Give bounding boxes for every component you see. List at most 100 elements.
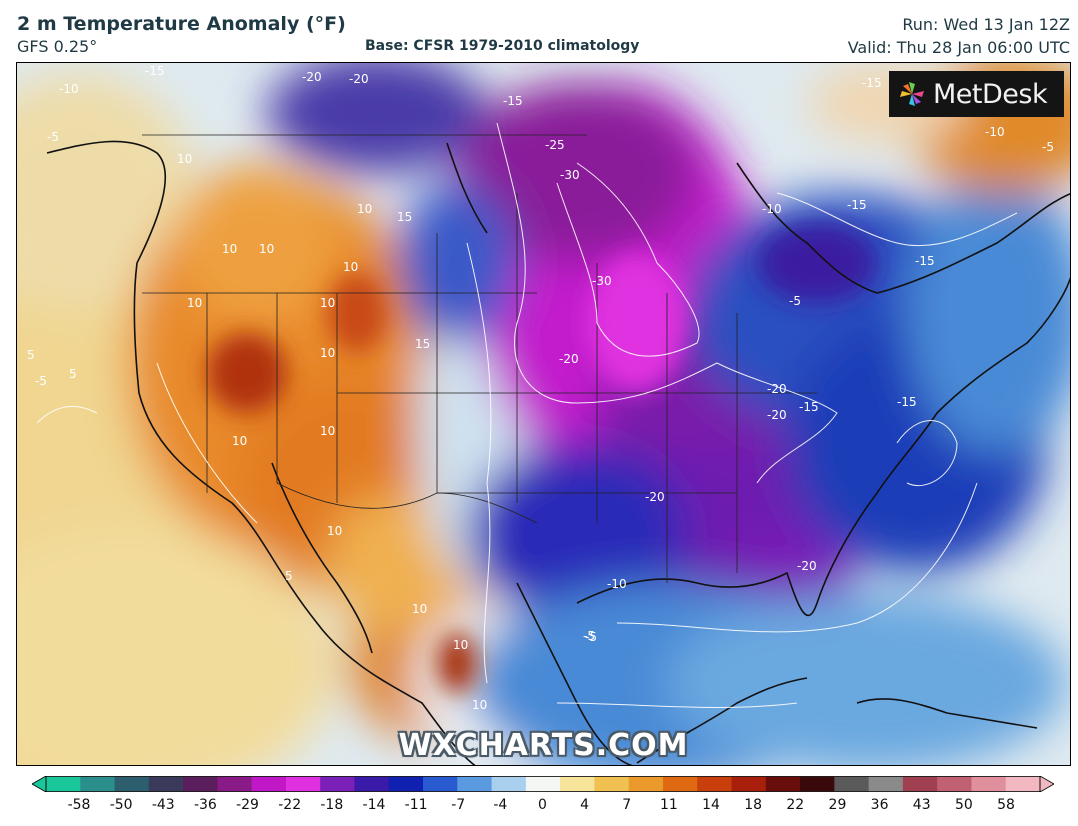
colorbar-segment [560,776,596,792]
colorbar-segment [423,776,458,792]
colorbar-tick-label: -11 [404,797,428,813]
contour-label: -20 [767,382,787,396]
coastline [46,140,1070,765]
contour-label: -20 [767,408,787,422]
colorbar-tick-label: 0 [538,797,547,813]
contour-lines [36,122,1018,708]
temperature-anomaly-map: -10 -15 -20 -20 -15 -25 -30 -30 -20 -20 … [16,62,1071,766]
contour-label: -5 [47,130,59,144]
contour-label: -15 [915,254,935,268]
colorbar-min-arrow [32,776,47,792]
colorbar-segment [525,776,561,792]
colorbar-tick-label: 50 [954,797,973,813]
climatology-base-label: Base: CFSR 1979-2010 climatology [365,38,640,54]
colorbar-tick-label: 7 [622,797,632,813]
colorbar-segment [697,776,733,792]
contour-label: 10 [320,424,335,438]
contour-label: -20 [302,70,322,84]
contour-label: -25 [545,138,565,152]
contour-label: 10 [357,202,372,216]
colorbar-segment [46,776,81,792]
contour-label: -30 [560,168,580,182]
contour-label: -5 [789,294,801,308]
chart-title: 2 m Temperature Anomaly (°F) [17,13,346,35]
colorbar-tick-label: -36 [193,797,217,813]
colorbar-segment [834,776,870,792]
colorbar-tick-label: 43 [912,797,931,813]
colorbar-tick-label: 58 [997,797,1015,813]
colorbar-segment [800,776,835,792]
contour-label: 5 [27,348,35,362]
contour-label: 5 [69,367,77,381]
contour-label: -10 [762,202,782,216]
colorbar-segment [902,776,938,792]
colorbar-tick-label: 11 [659,797,678,813]
contour-label: -10 [607,577,627,591]
contour-label: -15 [862,76,882,90]
contour-label: -5 [35,374,47,388]
colorbar-segment [320,776,356,792]
colorbar-tick-label: 29 [828,797,847,813]
colorbar-segment [662,776,698,792]
contour-label: -10 [985,125,1005,139]
colorbar-segment [594,776,630,792]
colorbar-tick-label: -43 [151,797,175,813]
colorbar-tick-label: 22 [786,797,805,813]
contour-label: -5 [585,630,597,644]
colorbar-segment [148,776,184,792]
colorbar-tick-label: -7 [451,797,466,813]
colorbar-tick-label: 14 [702,797,720,813]
colorbar-tick-label: -18 [320,797,344,813]
contour-label: 10 [343,260,358,274]
contour-label: -15 [897,395,917,409]
colorbar-tick-label: 4 [580,797,590,813]
colorbar-segment [114,776,150,792]
colorbar-segment [80,776,116,792]
contour-label: -20 [645,490,665,504]
state-borders [142,134,817,583]
colorbar-segment [491,776,527,792]
contour-label: 10 [320,296,335,310]
contour-label: 10 [232,434,247,448]
colorbar-segment [628,776,664,792]
colorbar-segment [731,776,767,792]
contour-label: -20 [349,72,369,86]
contour-label: -20 [559,352,579,366]
contour-label: -20 [797,559,817,573]
contour-label: 10 [320,346,335,360]
colorbar-max-arrow [1039,776,1054,792]
contour-label: 5 [285,569,293,583]
colorbar-segment [765,776,801,792]
metdesk-logo: MetDesk [889,71,1064,117]
colorbar-tick-label: -14 [362,797,386,813]
colorbar-tick-label: -4 [493,797,508,813]
contour-label: -5 [1042,140,1054,154]
contour-label: 15 [397,210,412,224]
metdesk-logo-text: MetDesk [933,78,1048,110]
colorbar [32,776,1054,792]
model-label: GFS 0.25° [17,37,98,56]
run-time-label: Run: Wed 13 Jan 12Z [902,15,1070,34]
colorbar-segment [217,776,253,792]
colorbar-tick-label: -22 [278,797,302,813]
contour-label: 10 [453,638,468,652]
wxcharts-watermark: WXCHARTS.COM [398,728,689,763]
colorbar-tick-label: -50 [109,797,133,813]
metdesk-pinwheel-icon [900,82,924,106]
contour-label: 15 [415,337,430,351]
colorbar-segment [937,776,973,792]
colorbar-segment [868,776,904,792]
colorbar-tick-label: 18 [744,797,763,813]
contour-label: -15 [847,198,867,212]
contour-label: 10 [187,296,202,310]
contour-label: -10 [59,82,79,96]
contour-label: -15 [503,94,523,108]
colorbar-segment [388,776,424,792]
colorbar-segment [183,776,218,792]
map-canvas: -10 -15 -20 -20 -15 -25 -30 -30 -20 -20 … [17,63,1070,765]
colorbar-tick-label: -58 [67,797,91,813]
colorbar-ticks: -58 -50 -43 -36 -29 -22 -18 -14 -11 -7 -4 0 4 7 11 14 18… [0,797,1078,819]
colorbar-tick-label: -29 [236,797,259,813]
colorbar-segment [354,776,390,792]
contour-label: 10 [412,602,427,616]
